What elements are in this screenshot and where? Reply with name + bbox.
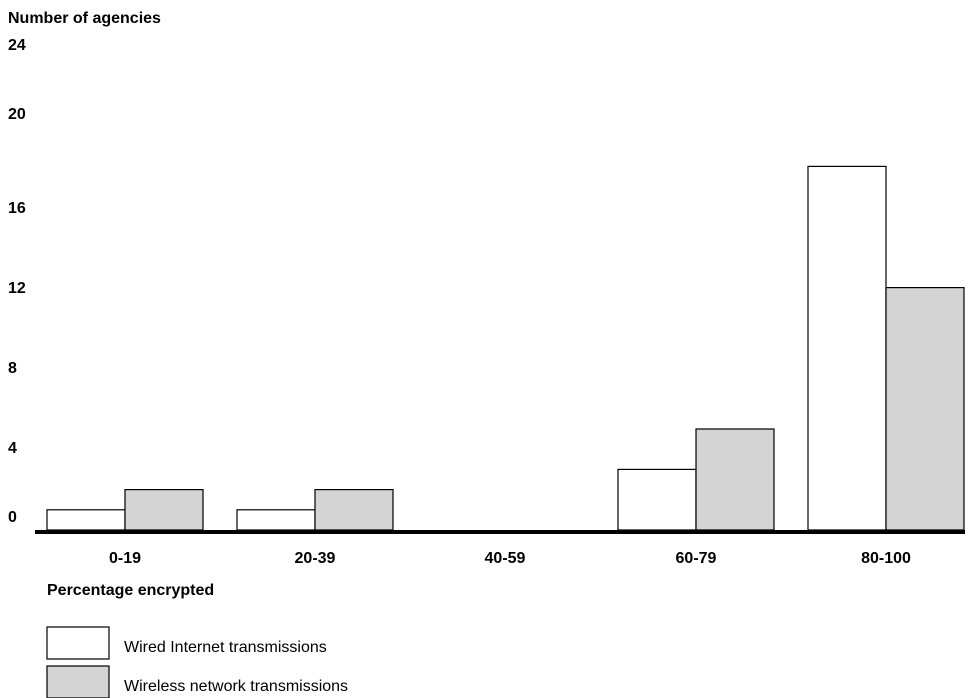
- x-tick-label: 0-19: [109, 550, 141, 567]
- legend-swatch-wireless: [46, 665, 110, 698]
- y-axis-ticks: 0 4 8 12 16 20 24: [8, 37, 26, 526]
- bars: [46, 165, 965, 531]
- legend-label-wireless: Wireless network transmissions: [124, 678, 348, 695]
- bar-wired-20-39: [236, 509, 316, 531]
- x-axis-title: Percentage encrypted: [47, 582, 214, 599]
- bar-wireless-0-19: [124, 489, 204, 531]
- x-tick-label: 20-39: [295, 550, 336, 567]
- legend-swatch-wired: [46, 626, 110, 660]
- x-tick-label: 40-59: [485, 550, 526, 567]
- x-axis-ticks: 0-19 20-39 40-59 60-79 80-100: [109, 550, 911, 567]
- x-tick-label: 80-100: [861, 550, 911, 567]
- x-tick-label: 60-79: [676, 550, 717, 567]
- y-tick-label: 20: [8, 106, 26, 123]
- bar-wired-0-19: [46, 509, 126, 531]
- bar-wired-60-79: [617, 468, 697, 531]
- y-tick-label: 4: [8, 440, 17, 457]
- bar-wireless-80-100: [885, 287, 965, 531]
- y-tick-label: 24: [8, 37, 26, 54]
- y-tick-label: 8: [8, 360, 17, 377]
- y-axis-title: Number of agencies: [8, 10, 161, 27]
- bar-wireless-20-39: [314, 489, 394, 531]
- y-tick-label: 12: [8, 280, 26, 297]
- bar-wired-80-100: [807, 165, 887, 531]
- y-tick-label: 0: [8, 509, 17, 526]
- bar-wireless-60-79: [695, 428, 775, 531]
- legend-label-wired: Wired Internet transmissions: [124, 639, 327, 656]
- legend: Wired Internet transmissions Wireless ne…: [46, 626, 348, 698]
- y-tick-label: 16: [8, 200, 26, 217]
